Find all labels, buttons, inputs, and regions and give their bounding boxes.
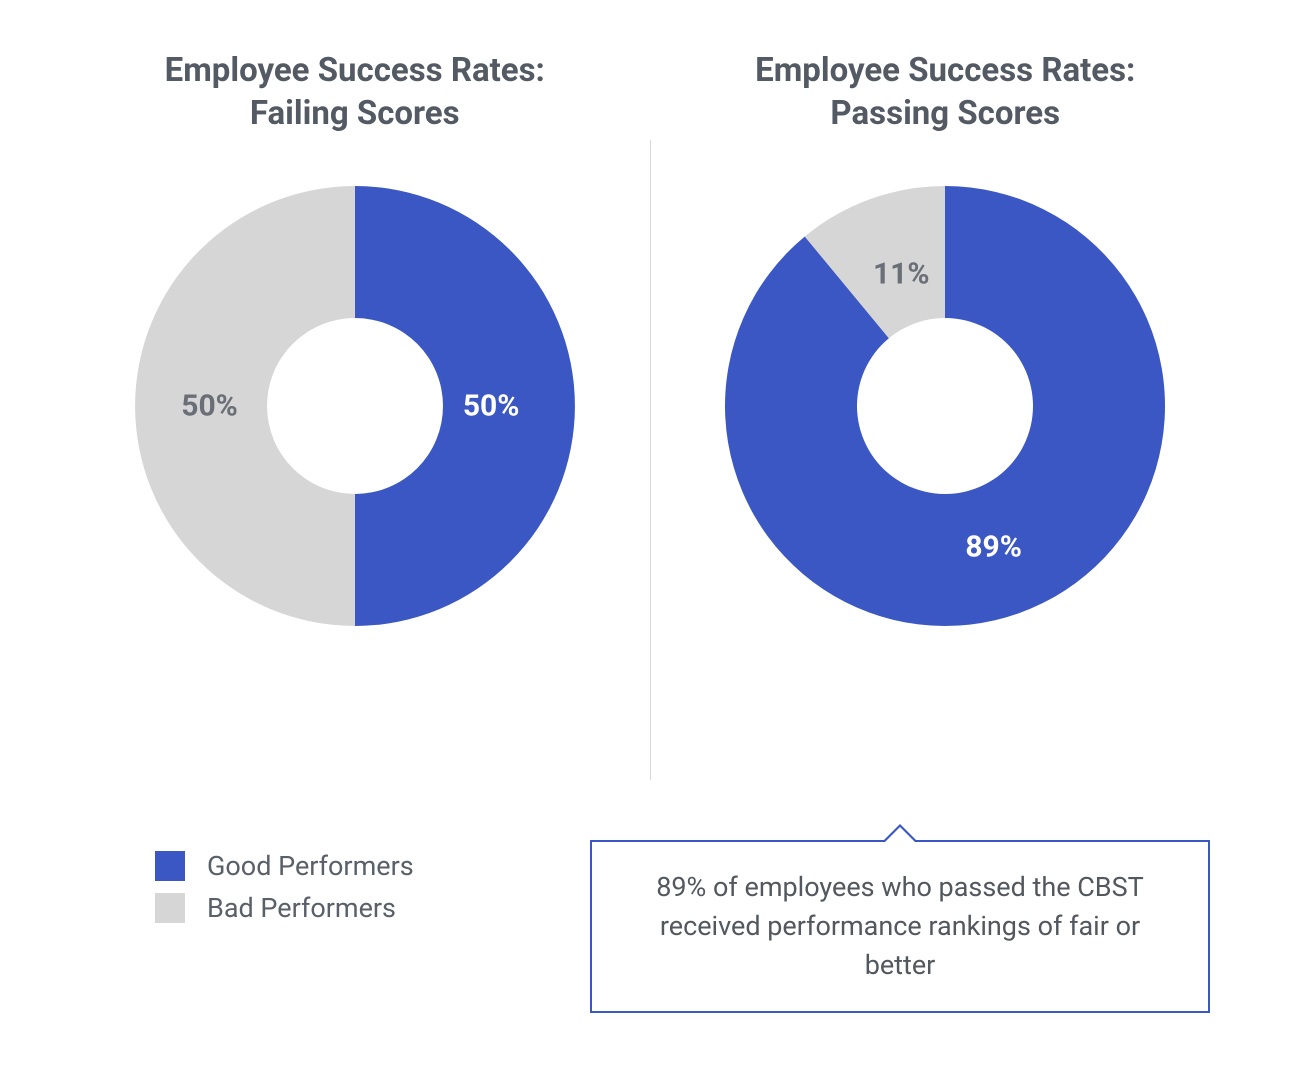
legend-swatch-good	[155, 851, 185, 881]
legend-item-good: Good Performers	[155, 850, 414, 882]
panel-failing: Employee Success Rates: Failing Scores 5…	[60, 50, 650, 780]
legend: Good Performers Bad Performers	[155, 850, 414, 934]
legend-label-bad: Bad Performers	[207, 892, 396, 924]
slice-label-bad: 50%	[181, 388, 238, 423]
panel-passing: Employee Success Rates: Passing Scores 8…	[651, 50, 1241, 780]
donut-chart-failing: 50% 50%	[135, 186, 575, 626]
slice-label-bad: 11%	[873, 256, 930, 291]
legend-swatch-bad	[155, 893, 185, 923]
donut-chart-passing: 89% 11%	[725, 186, 1165, 626]
callout-box: 89% of employees who passed the CBST rec…	[590, 840, 1210, 1013]
legend-label-good: Good Performers	[207, 850, 414, 882]
slice-label-good: 89%	[965, 529, 1022, 564]
chart-title-passing: Employee Success Rates: Passing Scores	[755, 50, 1135, 136]
chart-title-failing: Employee Success Rates: Failing Scores	[165, 50, 545, 136]
callout-text: 89% of employees who passed the CBST rec…	[656, 871, 1144, 981]
callout-pointer-fill	[884, 827, 916, 843]
legend-item-bad: Bad Performers	[155, 892, 414, 924]
donut-slice-bad	[135, 186, 355, 626]
charts-row: Employee Success Rates: Failing Scores 5…	[0, 0, 1300, 780]
slice-label-good: 50%	[463, 388, 520, 423]
